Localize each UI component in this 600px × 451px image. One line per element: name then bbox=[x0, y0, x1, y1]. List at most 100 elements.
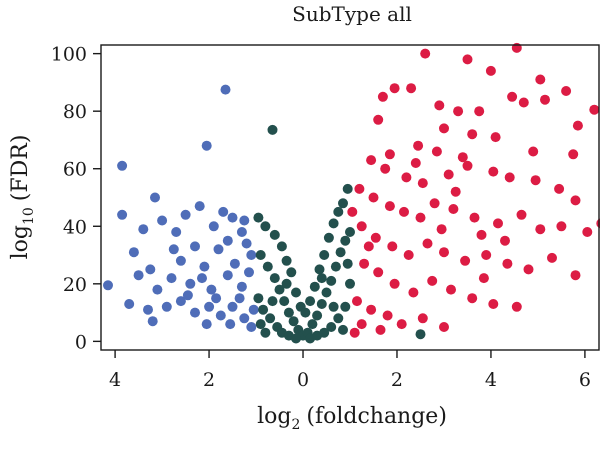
data-point-not-significant bbox=[338, 324, 348, 335]
data-point-up bbox=[488, 166, 499, 177]
data-point-down bbox=[133, 270, 144, 281]
data-point-up bbox=[417, 178, 428, 189]
data-point-up bbox=[528, 146, 539, 157]
data-point-up bbox=[368, 192, 379, 203]
data-point-not-significant bbox=[321, 287, 332, 298]
data-point-down bbox=[248, 304, 259, 315]
data-point-up bbox=[408, 287, 419, 298]
x-tick-label: 4 bbox=[109, 369, 121, 391]
data-point-up bbox=[370, 232, 381, 243]
y-axis-label-subscript: 10 bbox=[21, 207, 37, 225]
data-point-down bbox=[246, 322, 257, 332]
data-point-not-significant bbox=[342, 183, 353, 194]
data-point-not-significant bbox=[333, 313, 344, 324]
data-point-up bbox=[535, 74, 546, 85]
data-point-down bbox=[236, 281, 247, 292]
data-point-up bbox=[417, 313, 428, 324]
data-point-not-significant bbox=[328, 301, 339, 312]
plot-frame bbox=[100, 44, 600, 351]
data-point-up bbox=[366, 155, 377, 166]
y-tick-label: 40 bbox=[63, 216, 87, 238]
data-point-not-significant bbox=[300, 307, 311, 318]
data-point-up bbox=[488, 299, 499, 309]
data-point-up bbox=[389, 83, 400, 94]
data-point-down bbox=[215, 310, 226, 321]
data-point-up bbox=[570, 195, 581, 206]
data-point-up bbox=[354, 183, 365, 194]
data-point-up bbox=[478, 273, 489, 284]
data-point-up bbox=[436, 224, 447, 235]
data-point-not-significant bbox=[288, 316, 299, 327]
data-point-down bbox=[168, 244, 179, 255]
data-point-not-significant bbox=[262, 261, 273, 272]
data-point-not-significant bbox=[276, 241, 287, 252]
x-axis-label-subscript: 2 bbox=[291, 417, 300, 433]
data-point-up bbox=[446, 284, 456, 295]
data-point-not-significant bbox=[345, 227, 355, 237]
data-point-down bbox=[204, 301, 215, 312]
data-point-up bbox=[377, 91, 388, 102]
data-point-down bbox=[239, 215, 250, 226]
data-point-not-significant bbox=[291, 287, 301, 298]
data-point-up bbox=[572, 120, 583, 131]
data-point-up bbox=[422, 238, 433, 249]
data-point-down bbox=[185, 278, 196, 289]
data-point-down bbox=[190, 241, 200, 252]
data-point-up bbox=[507, 91, 518, 102]
data-point-not-significant bbox=[333, 206, 344, 217]
data-point-up bbox=[457, 152, 468, 163]
data-point-up bbox=[389, 278, 400, 289]
data-point-up bbox=[462, 54, 473, 65]
data-point-not-significant bbox=[328, 218, 339, 229]
data-point-down bbox=[157, 215, 168, 226]
data-point-up bbox=[403, 250, 414, 260]
data-point-not-significant bbox=[258, 304, 269, 315]
data-point-not-significant bbox=[305, 296, 316, 307]
data-point-not-significant bbox=[253, 293, 264, 304]
data-point-not-significant bbox=[312, 310, 323, 321]
x-tick-label: 2 bbox=[203, 369, 215, 391]
data-point-down bbox=[218, 206, 229, 217]
data-point-up bbox=[511, 301, 522, 312]
data-point-not-significant bbox=[255, 319, 266, 330]
data-point-up bbox=[380, 163, 391, 174]
data-point-not-significant bbox=[340, 301, 351, 312]
data-point-up bbox=[427, 275, 438, 286]
data-point-down bbox=[166, 273, 177, 284]
x-tick-label: 4 bbox=[485, 369, 497, 391]
data-point-up bbox=[448, 204, 459, 214]
data-point-down bbox=[220, 84, 231, 95]
data-point-up bbox=[462, 160, 473, 171]
data-point-up bbox=[363, 241, 374, 252]
data-point-not-significant bbox=[316, 273, 327, 284]
data-point-down bbox=[117, 160, 128, 171]
data-point-up bbox=[439, 123, 449, 134]
data-point-up bbox=[373, 114, 384, 125]
data-point-down bbox=[244, 267, 254, 278]
data-point-up bbox=[467, 129, 478, 140]
data-point-down bbox=[201, 319, 212, 330]
data-point-up bbox=[453, 106, 464, 117]
data-point-up bbox=[502, 258, 513, 269]
data-point-up bbox=[518, 97, 529, 108]
data-point-down bbox=[197, 273, 207, 284]
y-axis-ticks: 0 20 40 60 80 100 bbox=[51, 44, 101, 353]
data-point-not-significant bbox=[319, 327, 330, 338]
data-point-down bbox=[171, 227, 182, 237]
data-point-up bbox=[556, 221, 567, 232]
data-point-up bbox=[366, 304, 377, 315]
data-point-not-significant bbox=[269, 229, 280, 240]
data-point-down bbox=[199, 261, 210, 272]
data-point-down bbox=[239, 313, 250, 324]
data-point-down bbox=[234, 293, 245, 304]
data-point-up bbox=[396, 319, 407, 330]
data-point-down bbox=[222, 270, 233, 281]
data-point-down bbox=[161, 301, 172, 312]
data-point-not-significant bbox=[265, 313, 276, 324]
data-point-down bbox=[206, 284, 217, 295]
y-tick-label: 20 bbox=[63, 274, 87, 296]
x-tick-label: 0 bbox=[297, 369, 309, 391]
data-point-down bbox=[147, 316, 158, 327]
data-point-down bbox=[190, 307, 200, 318]
